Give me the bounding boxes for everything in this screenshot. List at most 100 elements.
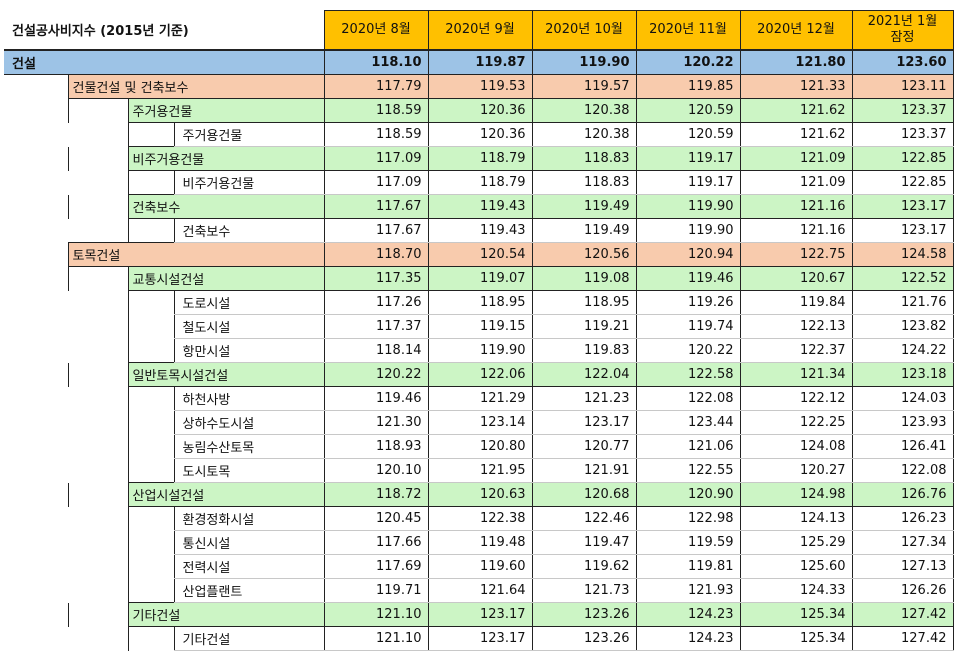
indent-cell [67, 362, 128, 387]
value-cell: 118.79 [428, 170, 533, 195]
indent-cell [4, 147, 68, 171]
table-row: 도시토목 120.10 121.95 121.91 122.55 120.27 122.08 [4, 458, 954, 483]
row-label: 상하수도시설 [173, 410, 324, 435]
indent-cell [127, 626, 174, 651]
value-cell: 123.37 [852, 122, 954, 147]
value-cell: 123.60 [852, 50, 954, 75]
row-label: 통신시설 [173, 530, 324, 555]
value-cell: 123.37 [852, 98, 954, 123]
value-cell: 122.12 [740, 386, 853, 411]
indent-cell [4, 555, 68, 579]
value-cell: 120.22 [323, 362, 429, 387]
value-cell: 121.16 [740, 194, 853, 219]
value-cell: 124.33 [740, 578, 853, 603]
table-row: 토목건설 118.70 120.54 120.56 120.94 122.75 124.58 [4, 242, 954, 267]
value-cell: 120.45 [323, 506, 429, 531]
value-cell: 127.13 [852, 554, 954, 579]
value-cell: 119.15 [428, 314, 533, 339]
indent-cell [4, 267, 68, 291]
value-cell: 123.18 [852, 362, 954, 387]
row-label: 도로시설 [173, 290, 324, 315]
value-cell: 123.44 [636, 410, 741, 435]
table-row: 일반토목시설건설 120.22 122.06 122.04 122.58 121.34 12… [4, 362, 954, 387]
table-row: 주거용건물 118.59 120.36 120.38 120.59 121.62 123.3… [4, 122, 954, 147]
value-cell: 124.23 [636, 626, 741, 651]
value-cell: 121.16 [740, 218, 853, 243]
indent-cell [67, 482, 128, 507]
indent-cell [68, 555, 128, 579]
table-row: 환경정화시설 120.45 122.38 122.46 122.98 124.13 126.… [4, 506, 954, 531]
table-row: 비주거용건물 117.09 118.79 118.83 119.17 121.09 122.… [4, 170, 954, 195]
value-cell: 124.13 [740, 506, 853, 531]
table-row: 하천사방 119.46 121.29 121.23 122.08 122.12 124.03 [4, 386, 954, 411]
indent-cell [4, 411, 68, 435]
table-row: 전력시설 117.69 119.60 119.62 119.81 125.60 127.13 [4, 554, 954, 579]
value-cell: 121.10 [323, 626, 429, 651]
value-cell: 120.56 [532, 242, 637, 267]
value-cell: 124.08 [740, 434, 853, 459]
row-label: 환경정화시설 [173, 506, 324, 531]
indent-cell [127, 290, 174, 315]
value-cell: 119.83 [532, 338, 637, 363]
value-cell: 121.10 [323, 602, 429, 627]
indent-cell [127, 434, 174, 459]
value-cell: 119.53 [428, 74, 533, 99]
value-cell: 118.10 [323, 50, 429, 75]
table-row: 통신시설 117.66 119.48 119.47 119.59 125.29 127.34 [4, 530, 954, 555]
value-cell: 125.34 [740, 626, 853, 651]
value-cell: 125.60 [740, 554, 853, 579]
value-cell: 119.90 [532, 50, 637, 75]
row-label: 산업시설건설 [127, 482, 324, 507]
value-cell: 122.85 [852, 146, 954, 171]
indent-cell [4, 579, 68, 603]
column-header: 2020년 10월 [531, 10, 637, 51]
indent-cell [67, 98, 128, 123]
table-row: 산업시설건설 118.72 120.63 120.68 120.90 124.98 126.… [4, 482, 954, 507]
value-cell: 122.08 [852, 458, 954, 483]
row-label: 토목건설 [67, 242, 324, 267]
value-cell: 123.17 [852, 218, 954, 243]
row-label: 항만시설 [173, 338, 324, 363]
row-label: 산업플랜트 [173, 578, 324, 603]
value-cell: 121.93 [636, 578, 741, 603]
value-cell: 121.29 [428, 386, 533, 411]
value-cell: 117.26 [323, 290, 429, 315]
column-header: 2020년 8월 [323, 10, 429, 51]
table-row: 산업플랜트 119.71 121.64 121.73 121.93 124.33 126.2… [4, 578, 954, 603]
value-cell: 118.14 [323, 338, 429, 363]
value-cell: 119.17 [636, 170, 741, 195]
value-cell: 119.48 [428, 530, 533, 555]
value-cell: 121.80 [740, 50, 853, 75]
row-label: 하천사방 [173, 386, 324, 411]
value-cell: 122.13 [740, 314, 853, 339]
value-cell: 119.90 [636, 194, 741, 219]
value-cell: 119.60 [428, 554, 533, 579]
indent-cell [4, 123, 68, 147]
value-cell: 117.67 [323, 194, 429, 219]
row-label: 건축보수 [127, 194, 324, 219]
table-row: 비주거용건물 117.09 118.79 118.83 119.17 121.09 122.… [4, 146, 954, 171]
value-cell: 121.91 [532, 458, 637, 483]
value-cell: 119.62 [532, 554, 637, 579]
value-cell: 119.90 [636, 218, 741, 243]
table-body: 건설공사비지수 (2015년 기준) 2020년 8월 2020년 9월 202… [4, 10, 954, 651]
value-cell: 121.95 [428, 458, 533, 483]
value-cell: 122.06 [428, 362, 533, 387]
indent-cell [127, 218, 174, 243]
value-cell: 120.59 [636, 122, 741, 147]
value-cell: 119.07 [428, 266, 533, 291]
indent-cell [68, 339, 128, 363]
indent-cell [4, 507, 68, 531]
row-label: 농림수산토목 [173, 434, 324, 459]
indent-cell [4, 291, 68, 315]
row-label: 도시토목 [173, 458, 324, 483]
value-cell: 121.62 [740, 122, 853, 147]
value-cell: 122.38 [428, 506, 533, 531]
value-cell: 118.93 [323, 434, 429, 459]
indent-cell [127, 578, 174, 603]
value-cell: 117.09 [323, 146, 429, 171]
row-label: 건설 [4, 50, 324, 75]
indent-cell [68, 435, 128, 459]
value-cell: 119.57 [532, 74, 637, 99]
row-label: 기타건설 [173, 626, 324, 651]
